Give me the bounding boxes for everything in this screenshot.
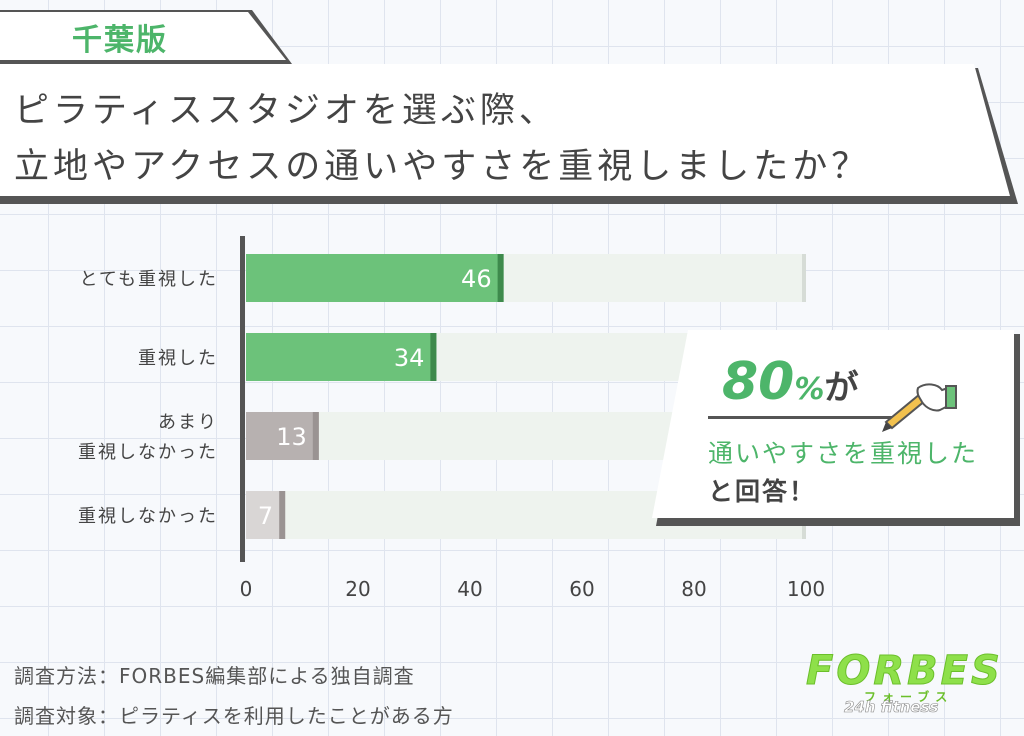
footnote-target: 調査対象：ピラティスを利用したことがある方 — [14, 704, 454, 728]
bar-track-end — [802, 254, 806, 302]
x-tick-label: 40 — [457, 577, 482, 601]
brand-logo: FORBES フォーブス 24h fitness — [800, 648, 1003, 718]
chart-title-line1: ピラティススタジオを選ぶ際、 — [14, 91, 558, 131]
region-tag — [0, 12, 286, 60]
bar — [246, 254, 504, 302]
category-label: 重視しなかった — [78, 506, 218, 527]
callout-percent: % — [794, 372, 825, 407]
callout-headline: 80%が — [722, 352, 858, 412]
callout-box — [652, 330, 1014, 518]
x-tick-label: 100 — [787, 577, 825, 601]
x-tick-label: 60 — [569, 577, 594, 601]
callout-particle: が — [824, 368, 859, 408]
x-tick-label: 80 — [681, 577, 706, 601]
logo-kana: フォーブス — [864, 690, 954, 704]
footnote-method: 調査方法：FORBES編集部による独自調査 — [14, 664, 415, 688]
callout-number: 80 — [722, 352, 795, 412]
callout-line2: 通いやすさを重視した — [708, 439, 979, 468]
y-axis-line — [240, 236, 245, 562]
title-box — [0, 64, 1010, 196]
bar — [246, 333, 437, 381]
callout-underline — [708, 416, 898, 419]
data-label: 34 — [394, 344, 425, 372]
logo-wordmark: FORBES — [806, 648, 1003, 695]
bar-edge — [312, 412, 319, 460]
data-label: 46 — [461, 265, 492, 293]
logo-subtitle: 24h fitness — [844, 698, 939, 717]
category-label: とても重視した — [79, 269, 218, 290]
category-label: 重視しなかった — [78, 442, 218, 463]
x-tick-label: 0 — [240, 577, 253, 601]
category-label: あまり — [158, 412, 218, 433]
bar-edge — [430, 333, 437, 381]
bar — [246, 491, 286, 539]
bar-edge — [497, 254, 504, 302]
bar — [246, 412, 319, 460]
region-label: 千葉版 — [72, 23, 168, 58]
bar-edge — [279, 491, 286, 539]
chart-title-line2: 立地やアクセスの通いやすさを重視しましたか？ — [14, 147, 871, 187]
pen-in-hand-icon — [882, 383, 957, 432]
category-label: 重視した — [138, 348, 218, 369]
data-label: 13 — [276, 423, 307, 451]
data-label: 7 — [258, 502, 273, 530]
x-tick-label: 20 — [345, 577, 370, 601]
callout-line3: と回答！ — [708, 477, 817, 506]
